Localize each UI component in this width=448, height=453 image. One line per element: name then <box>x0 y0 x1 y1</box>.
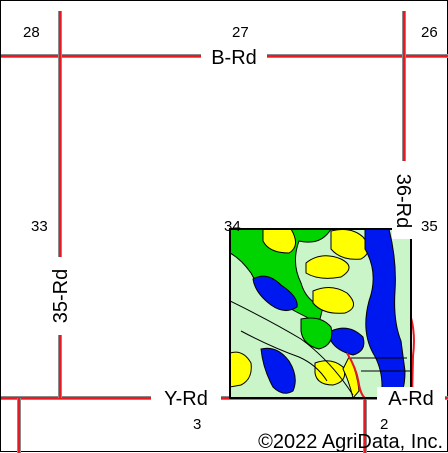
stream-line <box>346 352 366 398</box>
soil-unit-blue[interactable] <box>252 275 298 311</box>
copyright-notice: ©2022 AgriData, Inc. <box>258 431 443 453</box>
field-parcel[interactable] <box>229 228 412 399</box>
soil-unit-green[interactable] <box>300 317 333 350</box>
section-number: 3 <box>193 416 201 433</box>
section-number: 34 <box>224 218 241 235</box>
soil-unit-blue[interactable] <box>364 229 406 398</box>
section-number: 28 <box>23 24 40 41</box>
soil-unit-yellow[interactable] <box>305 255 350 279</box>
soil-unit-blue[interactable] <box>330 327 365 356</box>
soil-unit-yellow[interactable] <box>230 351 252 388</box>
section-number: 27 <box>232 24 249 41</box>
soil-unit-green[interactable] <box>230 229 332 324</box>
soil-unit-yellow[interactable] <box>262 229 296 254</box>
section-number: 33 <box>31 218 48 235</box>
road-label-b-rd: B-Rd <box>211 47 257 69</box>
road-label-36-rd: 36-Rd <box>392 174 414 228</box>
section-number: 2 <box>380 416 388 433</box>
road-label-a-rd: A-Rd <box>388 388 434 410</box>
field-boundary <box>229 228 412 399</box>
road-label-35-rd: 35-Rd <box>50 269 72 323</box>
soil-unit-blue[interactable] <box>260 347 296 394</box>
road-network <box>1 11 448 453</box>
section-number: 26 <box>421 24 438 41</box>
soil-unit-yellow[interactable] <box>312 287 354 314</box>
section-number: 35 <box>421 218 438 235</box>
road-label-y-rd: Y-Rd <box>164 388 208 410</box>
